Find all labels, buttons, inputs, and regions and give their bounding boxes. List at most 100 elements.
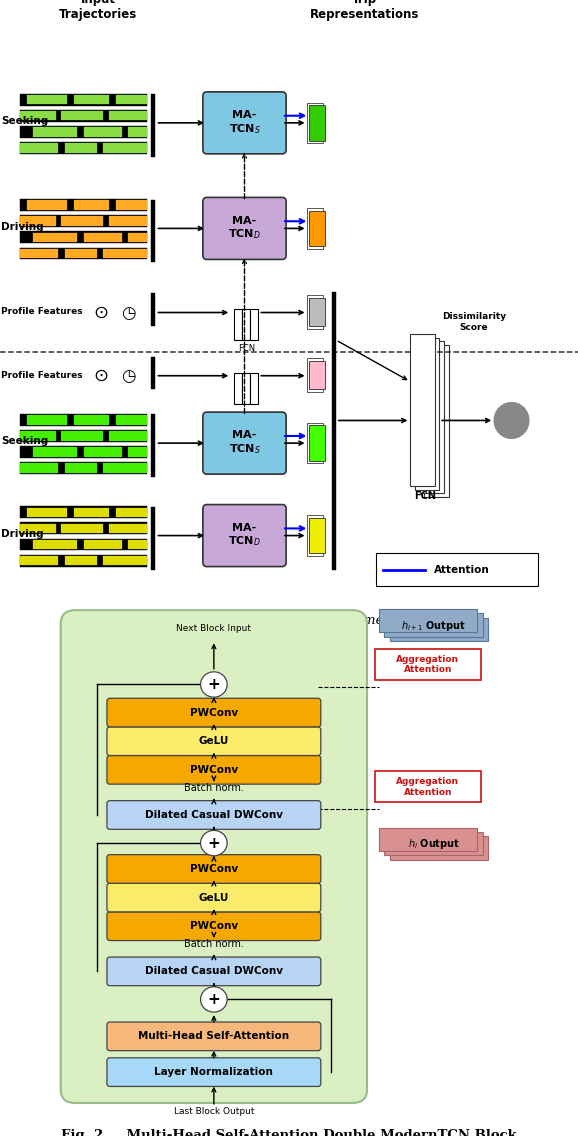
FancyBboxPatch shape [307,423,323,463]
FancyBboxPatch shape [20,199,147,211]
FancyBboxPatch shape [20,554,147,567]
FancyBboxPatch shape [73,94,109,105]
FancyBboxPatch shape [65,556,97,566]
FancyBboxPatch shape [384,832,483,855]
FancyBboxPatch shape [61,432,103,441]
FancyBboxPatch shape [250,373,258,403]
FancyBboxPatch shape [27,415,67,425]
Text: Profile Features: Profile Features [1,308,83,316]
FancyBboxPatch shape [234,309,242,340]
FancyBboxPatch shape [128,127,147,136]
FancyBboxPatch shape [20,556,58,566]
Text: PWConv: PWConv [190,708,238,718]
FancyBboxPatch shape [128,233,147,242]
FancyBboxPatch shape [20,217,56,226]
Text: ⊙: ⊙ [94,367,109,385]
FancyBboxPatch shape [109,217,147,226]
FancyBboxPatch shape [242,373,250,403]
Text: GeLU: GeLU [199,893,229,903]
FancyBboxPatch shape [109,111,147,120]
Text: ⊙: ⊙ [94,303,109,321]
FancyBboxPatch shape [61,610,367,1103]
Text: PWConv: PWConv [190,921,238,932]
FancyBboxPatch shape [27,94,67,105]
FancyBboxPatch shape [20,110,147,122]
FancyBboxPatch shape [309,518,325,553]
FancyBboxPatch shape [309,210,325,247]
FancyBboxPatch shape [103,143,147,152]
FancyBboxPatch shape [20,523,147,534]
FancyBboxPatch shape [384,613,483,636]
FancyBboxPatch shape [116,415,147,425]
Text: MA-
TCN$_S$: MA- TCN$_S$ [228,431,261,456]
FancyBboxPatch shape [61,217,103,226]
FancyBboxPatch shape [20,111,56,120]
FancyBboxPatch shape [116,200,147,210]
FancyBboxPatch shape [420,341,444,493]
FancyBboxPatch shape [109,432,147,441]
FancyBboxPatch shape [73,508,109,517]
Text: $h_{l+1}$ Output: $h_{l+1}$ Output [401,619,466,633]
FancyBboxPatch shape [390,836,488,860]
Text: Fig. 2.    Multi-Head Self-Attention Double ModernTCN Block: Fig. 2. Multi-Head Self-Attention Double… [61,1129,517,1136]
Text: Profile Features: Profile Features [1,370,83,379]
FancyBboxPatch shape [20,524,56,533]
Text: Input
Trajectories: Input Trajectories [59,0,138,20]
FancyBboxPatch shape [107,727,321,755]
FancyBboxPatch shape [151,200,155,262]
FancyBboxPatch shape [424,344,449,496]
FancyBboxPatch shape [20,143,58,152]
FancyBboxPatch shape [20,538,147,551]
FancyBboxPatch shape [151,293,155,326]
FancyBboxPatch shape [309,425,325,461]
FancyBboxPatch shape [65,463,97,473]
FancyBboxPatch shape [309,105,325,141]
FancyBboxPatch shape [20,446,147,458]
FancyBboxPatch shape [61,111,103,120]
FancyBboxPatch shape [103,556,147,566]
Text: Driving: Driving [1,528,44,538]
Text: MA-
TCN$_S$: MA- TCN$_S$ [228,110,261,136]
Text: Multi-Head Self-Attention: Multi-Head Self-Attention [138,1031,290,1042]
Text: +: + [208,677,220,692]
Circle shape [201,830,227,855]
FancyBboxPatch shape [73,415,109,425]
Text: MA-
TCN$_D$: MA- TCN$_D$ [228,523,261,549]
FancyBboxPatch shape [107,884,321,912]
Text: Layer Normalization: Layer Normalization [154,1067,273,1077]
FancyBboxPatch shape [390,618,488,641]
FancyBboxPatch shape [27,508,67,517]
FancyBboxPatch shape [20,432,56,441]
FancyBboxPatch shape [116,508,147,517]
FancyBboxPatch shape [151,94,155,157]
Circle shape [201,671,227,698]
FancyBboxPatch shape [203,504,286,567]
FancyBboxPatch shape [61,524,103,533]
FancyBboxPatch shape [65,143,97,152]
FancyBboxPatch shape [332,292,336,569]
FancyBboxPatch shape [107,699,321,727]
FancyBboxPatch shape [242,309,250,340]
FancyBboxPatch shape [20,414,147,426]
FancyBboxPatch shape [151,507,155,569]
Text: MA-
TCN$_D$: MA- TCN$_D$ [228,216,261,241]
Text: Dilated Casual DWConv: Dilated Casual DWConv [145,810,283,820]
FancyBboxPatch shape [375,771,481,802]
FancyBboxPatch shape [107,1022,321,1051]
FancyBboxPatch shape [20,463,58,473]
Text: FCN: FCN [238,344,255,352]
Text: FCN: FCN [414,491,436,501]
FancyBboxPatch shape [20,248,147,259]
Text: Dilated Casual DWConv: Dilated Casual DWConv [145,967,283,976]
Text: GeLU: GeLU [199,736,229,746]
FancyBboxPatch shape [250,309,258,340]
FancyBboxPatch shape [84,448,122,457]
FancyBboxPatch shape [33,540,77,550]
FancyBboxPatch shape [107,854,321,884]
FancyBboxPatch shape [307,359,323,392]
FancyBboxPatch shape [128,448,147,457]
Text: ◷: ◷ [121,367,136,385]
Text: Seeking: Seeking [1,116,49,126]
FancyBboxPatch shape [375,650,481,680]
FancyBboxPatch shape [20,462,147,474]
